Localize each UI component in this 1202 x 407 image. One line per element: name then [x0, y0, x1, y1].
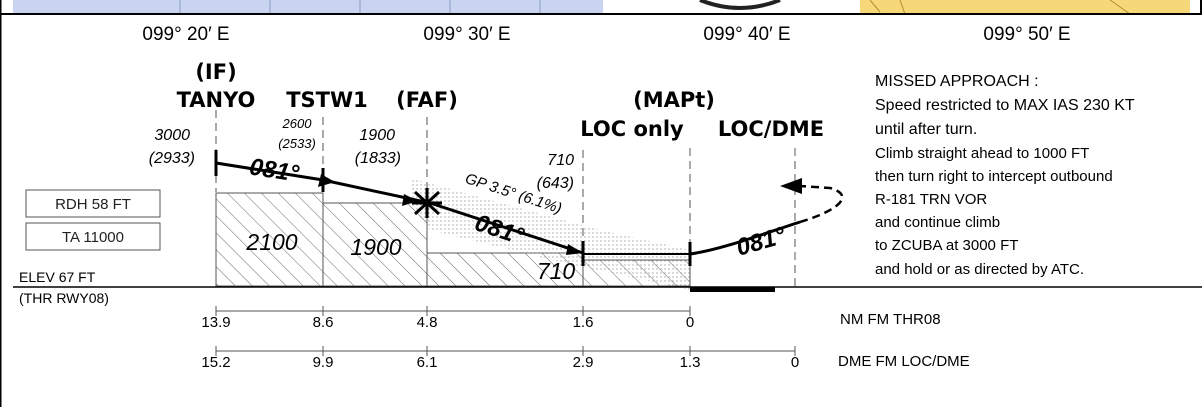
missed-approach-line: then turn right to intercept outbound	[875, 168, 1113, 185]
ta-box	[25, 222, 161, 251]
fix-height: (2533)	[278, 136, 316, 151]
scale-label: NM FM THR08	[840, 311, 941, 328]
fix-height: (1833)	[355, 150, 401, 167]
track-arrow-icon	[566, 244, 583, 255]
rdh-box	[25, 189, 161, 218]
scale-value: 0	[791, 354, 799, 371]
scale-value: 0	[686, 314, 694, 331]
missed-approach-line: and hold or as directed by ATC.	[875, 261, 1084, 278]
missed-approach-line: R-181 TRN VOR	[875, 191, 987, 208]
fix-height: (2933)	[149, 150, 195, 167]
missed-approach-text: MISSED APPROACH : Speed restricted to MA…	[875, 73, 1135, 278]
scale-value: 13.9	[201, 314, 230, 331]
plan-view-strip	[13, 0, 1190, 15]
fix-altitude: 1900	[359, 127, 395, 144]
missed-approach-arrow-icon	[780, 178, 802, 194]
longitude-label: 099° 50′ E	[983, 24, 1070, 45]
scale-value: 6.1	[417, 354, 438, 371]
scale-value: 4.8	[417, 314, 438, 331]
segment-minimum-value: 1900	[350, 234, 401, 260]
map-symbol-arc	[699, 0, 781, 10]
missed-approach-line: Climb straight ahead to 1000 FT	[875, 145, 1089, 162]
map-terrain-area	[860, 0, 1190, 14]
fix-height: (643)	[537, 175, 574, 192]
mapt-label: (MAPt)	[633, 88, 715, 112]
missed-approach-turn	[799, 184, 844, 224]
scale-value: 9.9	[313, 354, 334, 371]
fix-name-tanyo: TANYO	[177, 88, 256, 112]
track-arrow-icon	[402, 194, 418, 206]
track-label: 081°	[248, 153, 302, 187]
scale-label: DME FM LOC/DME	[838, 353, 970, 370]
track-label: 081°	[733, 222, 789, 262]
longitude-label: 099° 20′ E	[142, 24, 229, 45]
loc-only-label: LOC only	[580, 117, 684, 141]
fix-ticks	[214, 150, 692, 266]
scale-value: 2.9	[573, 354, 594, 371]
dme-distance-scale: 15.2 9.9 6.1 2.9 1.3 0 DME FM LOC/DME	[201, 346, 970, 371]
scale-value: 1.3	[680, 354, 701, 371]
longitude-label: 099° 40′ E	[703, 24, 790, 45]
elevation-label: ELEV 67 FT	[19, 269, 96, 285]
faf-label: (FAF)	[396, 88, 458, 112]
fix-altitude: 2600	[282, 116, 313, 131]
glidepath-protection-area	[410, 178, 690, 290]
scale-value: 8.6	[313, 314, 334, 331]
missed-approach-line: and continue climb	[875, 214, 1000, 231]
segment-minimum-value: 710	[537, 258, 576, 284]
longitude-label: 099° 30′ E	[423, 24, 510, 45]
fix-altitude: 710	[547, 152, 574, 169]
scale-value: 15.2	[201, 354, 230, 371]
runway-bar	[690, 287, 775, 292]
segment-minimum-box	[215, 192, 324, 287]
scale-value: 1.6	[573, 314, 594, 331]
missed-approach-line: until after turn.	[875, 121, 977, 138]
missed-approach-title: MISSED APPROACH :	[875, 73, 1039, 90]
map-water-area	[13, 0, 603, 14]
threshold-label: (THR RWY08)	[19, 290, 109, 306]
thr-distance-scale: 13.9 8.6 4.8 1.6 0 NM FM THR08	[201, 306, 941, 331]
faf-star-icon	[412, 188, 442, 218]
segment-minimum-value: 2100	[245, 229, 297, 255]
fix-altitude: 3000	[154, 127, 190, 144]
fix-name-tstw1: TSTW1	[286, 88, 368, 112]
loc-dme-label: LOC/DME	[718, 117, 824, 141]
missed-approach-line: Speed restricted to MAX IAS 230 KT	[875, 97, 1135, 114]
rdh-text: RDH 58 FT	[55, 196, 131, 213]
ta-text: TA 11000	[62, 229, 124, 246]
missed-approach-line: to ZCUBA at 3000 FT	[875, 237, 1018, 254]
if-label: (IF)	[195, 60, 236, 84]
segment-minimum-box	[322, 202, 428, 287]
